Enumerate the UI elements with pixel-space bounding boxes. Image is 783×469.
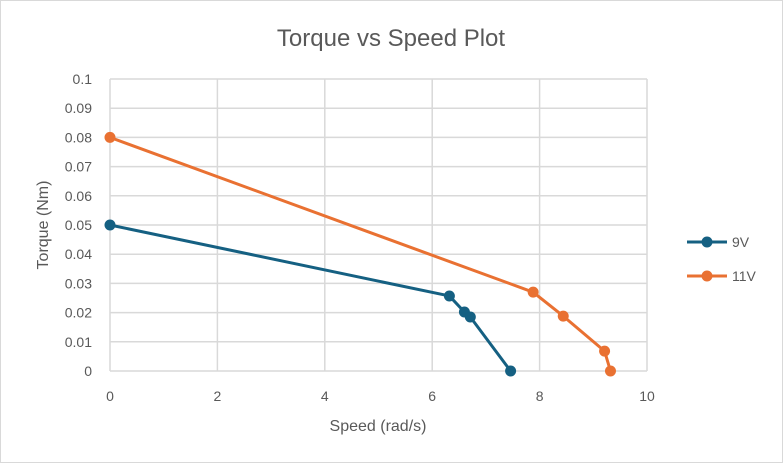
x-axis-label: Speed (rad/s): [330, 418, 427, 435]
y-tick-label: 0.01: [65, 334, 92, 350]
series-11V: [104, 131, 616, 377]
y-axis-label: Torque (Nm): [35, 181, 52, 270]
grid: [109, 78, 648, 372]
data-point: [104, 131, 116, 143]
x-tick-label: 10: [639, 388, 655, 404]
chart-title: Torque vs Speed Plot: [277, 25, 505, 52]
data-point: [604, 365, 616, 377]
x-tick-label: 2: [214, 388, 222, 404]
data-point: [464, 311, 476, 323]
y-tick-label: 0.02: [65, 305, 92, 321]
y-tick-label: 0.08: [65, 129, 92, 145]
data-point: [599, 345, 611, 357]
y-tick-label: 0.05: [65, 217, 92, 233]
y-tick-label: 0: [84, 363, 92, 379]
y-tick-label: 0.09: [65, 100, 92, 116]
y-tick-label: 0.06: [65, 188, 92, 204]
y-tick-label: 0.1: [73, 71, 93, 87]
x-tick-label: 8: [536, 388, 544, 404]
x-tick-label: 6: [428, 388, 436, 404]
y-tick-label: 0.04: [65, 246, 92, 262]
series-layer: [104, 131, 616, 377]
data-point: [443, 290, 455, 302]
data-point: [104, 219, 116, 231]
data-point: [557, 310, 569, 322]
series-9V: [104, 219, 517, 377]
y-tick-label: 0.07: [65, 159, 92, 175]
data-point: [527, 286, 539, 298]
legend-label: 11V: [732, 268, 757, 284]
data-point: [505, 365, 517, 377]
x-tick-label: 4: [321, 388, 329, 404]
legend-label: 9V: [732, 234, 750, 250]
legend-marker: [701, 270, 713, 282]
y-tick-label: 0.03: [65, 275, 92, 291]
legend: 9V 11V: [687, 234, 757, 284]
tick-labels: 0 0.01 0.02 0.03 0.04 0.05 0.06 0.07 0.08 0.09 0.1…: [65, 71, 655, 404]
legend-marker: [701, 236, 713, 248]
x-tick-label: 0: [106, 388, 114, 404]
